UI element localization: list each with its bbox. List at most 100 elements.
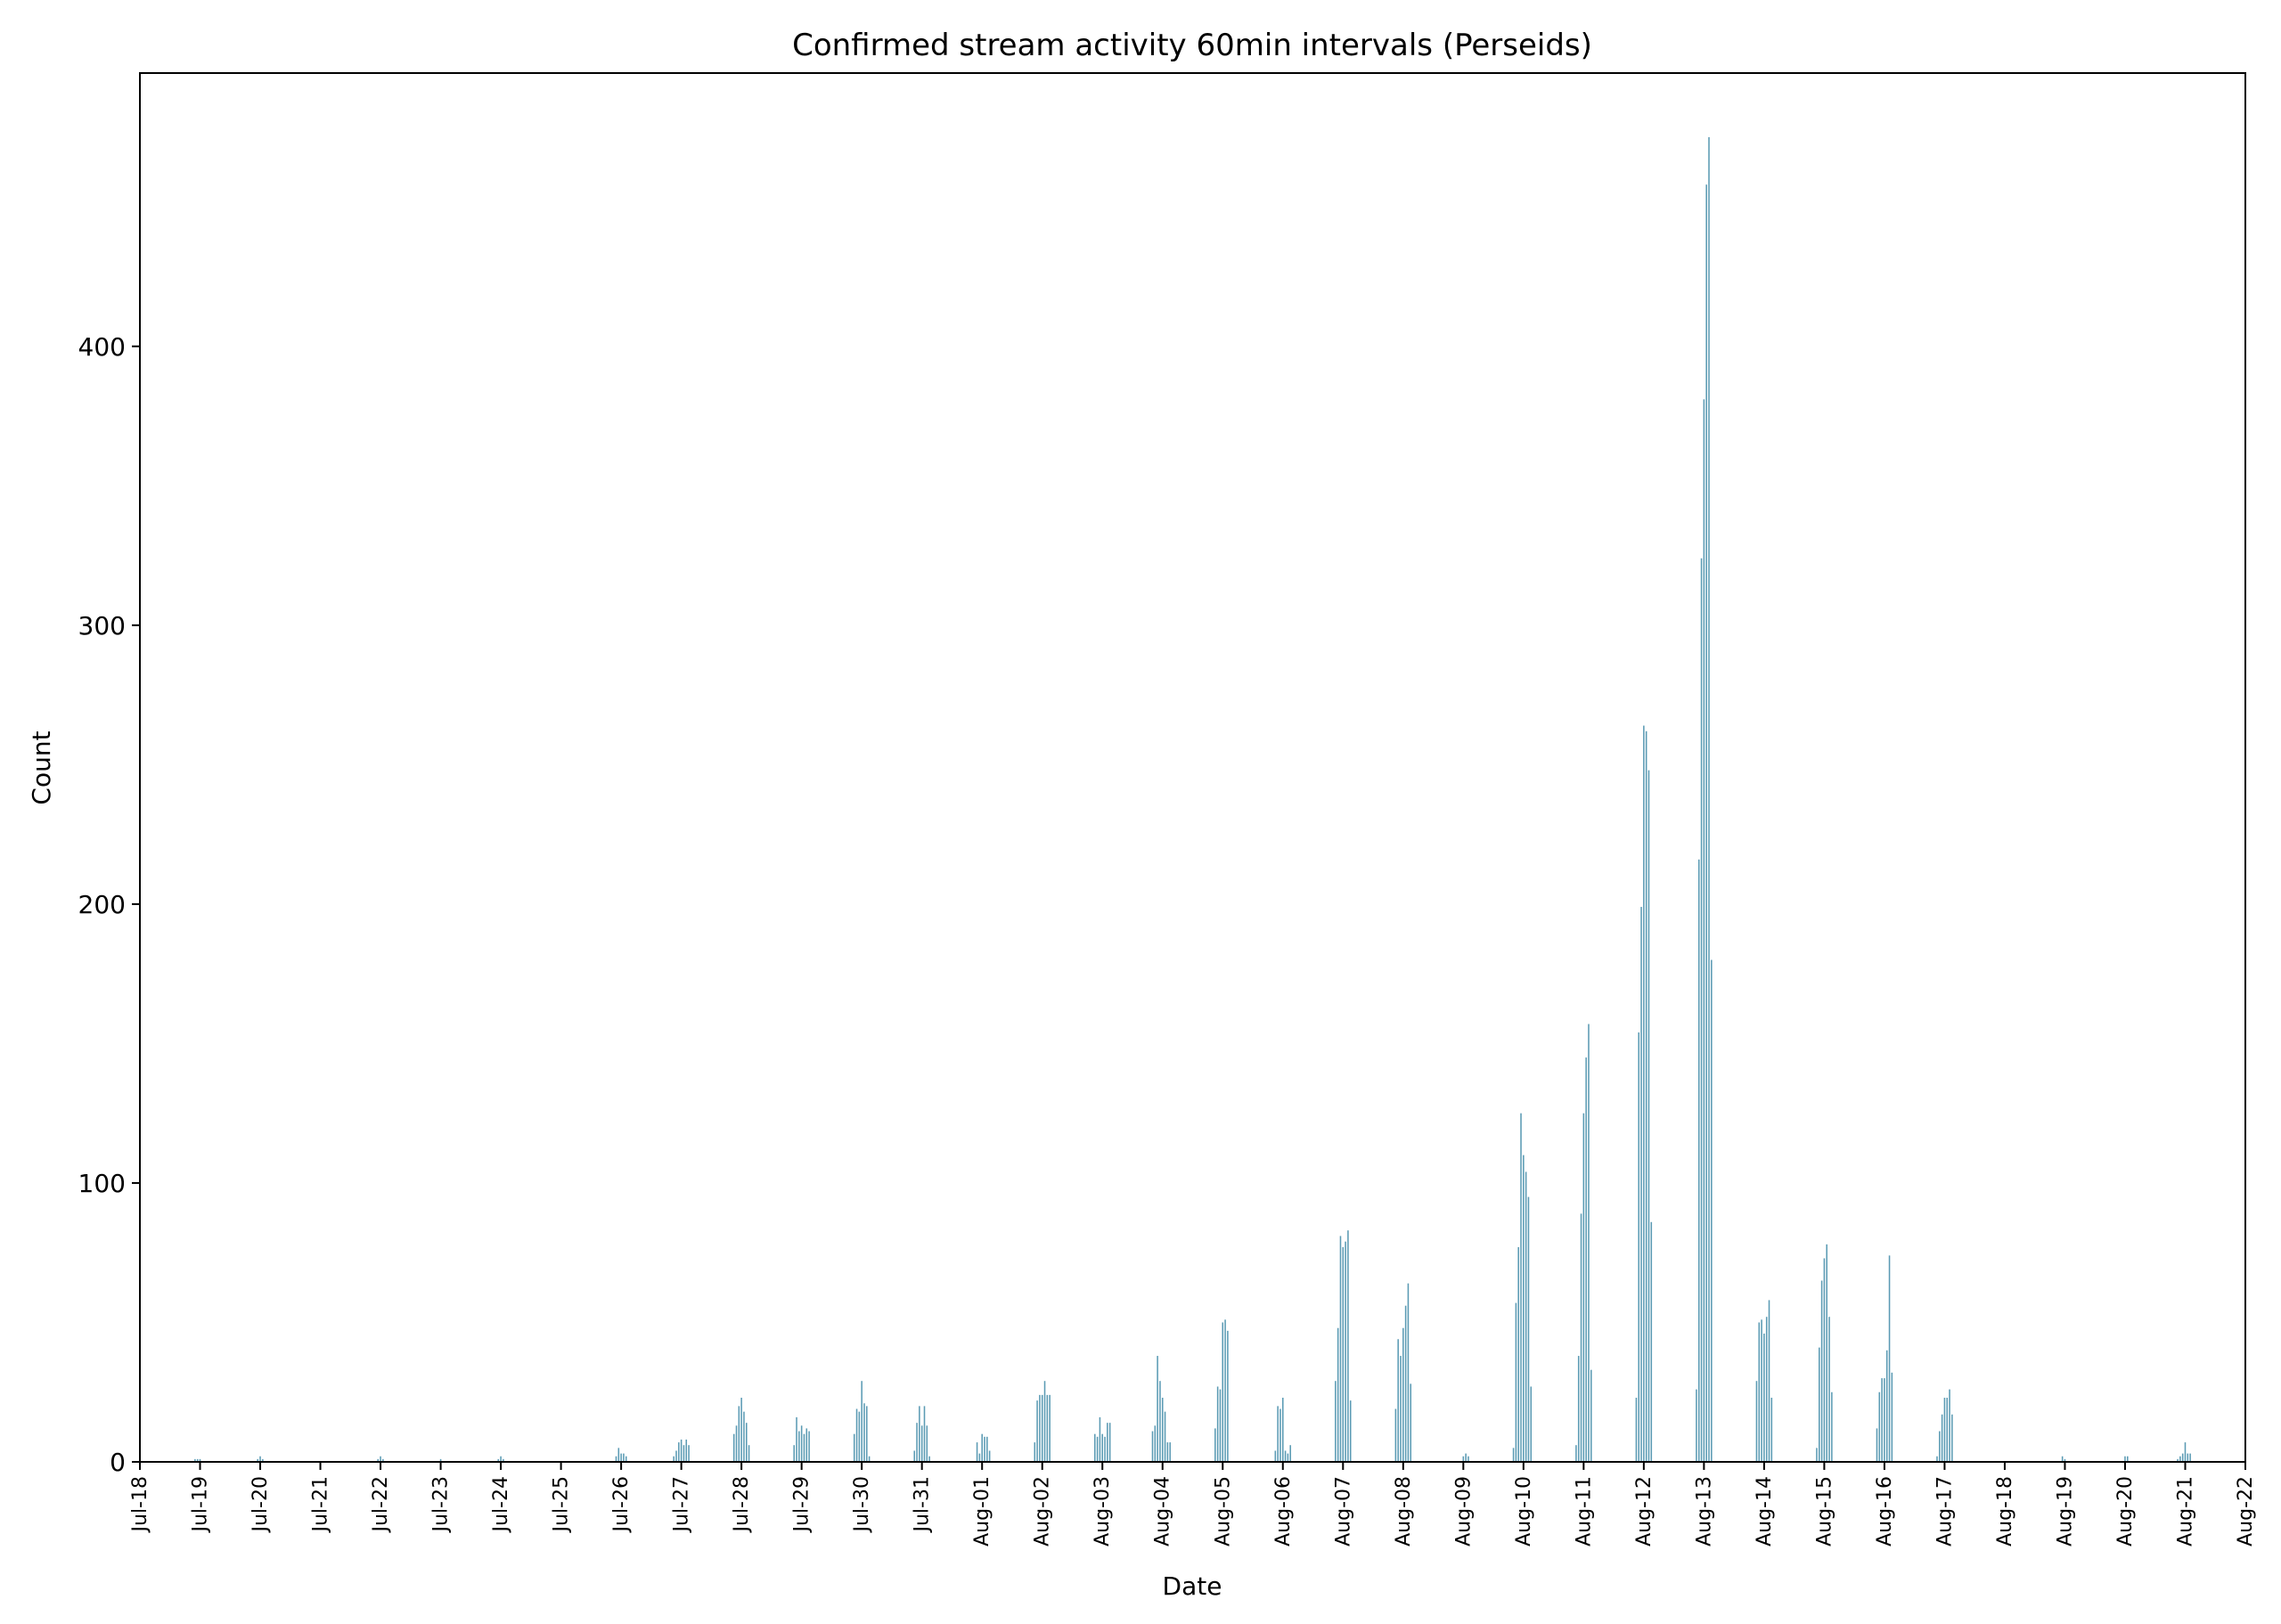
bar [1575, 1445, 1577, 1462]
x-tick-label: Aug-01 [971, 1476, 993, 1546]
bar [1823, 1258, 1826, 1462]
bar [976, 1442, 978, 1462]
x-tick-label: Aug-19 [2054, 1476, 2076, 1546]
bar [1582, 1113, 1585, 1462]
bar [866, 1406, 868, 1462]
bar [615, 1456, 617, 1462]
bar [685, 1439, 688, 1462]
bar [988, 1450, 991, 1462]
bar [380, 1456, 381, 1462]
bar [863, 1403, 865, 1462]
bar [673, 1456, 674, 1462]
bar [1342, 1246, 1345, 1462]
bar [675, 1450, 677, 1462]
bar [1645, 730, 1647, 1462]
bar [1036, 1400, 1038, 1462]
bar [1043, 1381, 1046, 1462]
bar [1337, 1327, 1339, 1462]
bar [1638, 1032, 1640, 1462]
bar [1697, 859, 1700, 1462]
x-axis: Jul-18 Jul-19 Jul-20 Jul-21 Jul-22 Jul-23 Jul-… [129, 1462, 2257, 1546]
bar [259, 1456, 261, 1462]
bar [1104, 1436, 1106, 1462]
bar [1404, 1305, 1407, 1462]
bar [1151, 1431, 1154, 1462]
bar [1039, 1394, 1041, 1462]
bar [1339, 1236, 1342, 1462]
x-tick-label: Aug-21 [2174, 1476, 2196, 1546]
bar [196, 1458, 199, 1462]
bar [1108, 1423, 1111, 1462]
bar [1520, 1113, 1522, 1462]
bar [1708, 137, 1710, 1462]
bar [1588, 1024, 1590, 1462]
bar [1949, 1389, 1950, 1462]
bar [1402, 1327, 1404, 1462]
bar [1284, 1450, 1287, 1462]
bar [916, 1423, 918, 1462]
x-tick-label: Jul-18 [129, 1476, 151, 1533]
bar [1224, 1319, 1226, 1462]
x-tick-label: Aug-13 [1693, 1476, 1715, 1546]
bar [2184, 1442, 2187, 1462]
bar [503, 1458, 504, 1462]
bar [1577, 1356, 1580, 1462]
bar [1936, 1456, 1938, 1462]
bar [1711, 959, 1713, 1462]
x-tick-label: Jul-28 [731, 1476, 753, 1533]
bar [2127, 1456, 2129, 1462]
bar [978, 1453, 981, 1462]
bar [1523, 1155, 1525, 1462]
bar [1410, 1383, 1412, 1462]
y-axis-title: Count [27, 730, 56, 804]
bar [1517, 1246, 1519, 1462]
bar [735, 1425, 738, 1462]
bar [926, 1425, 928, 1462]
x-tick-label: Jul-27 [671, 1476, 693, 1533]
x-tick-label: Jul-29 [791, 1476, 813, 1533]
bar [2189, 1453, 2191, 1462]
bar [1943, 1398, 1946, 1462]
bar [732, 1433, 735, 1462]
bar [262, 1458, 264, 1462]
bar [920, 1425, 923, 1462]
bar [1349, 1400, 1352, 1462]
bar [1816, 1448, 1818, 1462]
bar [740, 1398, 742, 1462]
bar [1700, 558, 1703, 1462]
bar [1099, 1416, 1101, 1462]
bar [800, 1425, 803, 1462]
x-tick-label: Aug-18 [1994, 1476, 2016, 1546]
y-axis: 0 100 200 300 400 [78, 332, 140, 1477]
bar [1049, 1394, 1051, 1462]
bar [1831, 1391, 1833, 1462]
bar [1046, 1394, 1049, 1462]
bar [1768, 1300, 1770, 1462]
bar [1468, 1456, 1469, 1462]
bar [984, 1436, 985, 1462]
bar [2124, 1456, 2126, 1462]
x-tick-label: Aug-16 [1874, 1476, 1896, 1546]
x-tick-label: Jul-23 [430, 1476, 453, 1533]
bar [1219, 1389, 1222, 1462]
bar [923, 1406, 926, 1462]
bar [1755, 1381, 1758, 1462]
bar [500, 1456, 502, 1462]
x-tick-label: Jul-30 [851, 1476, 873, 1533]
bar [913, 1450, 916, 1462]
bar [1216, 1386, 1219, 1462]
y-tick-label: 100 [78, 1169, 126, 1198]
bar [680, 1439, 683, 1462]
bar [1939, 1431, 1941, 1462]
bar [623, 1453, 625, 1462]
bar [1650, 1221, 1653, 1462]
bar [1287, 1453, 1289, 1462]
bar [1164, 1411, 1166, 1462]
bar [1166, 1442, 1169, 1462]
bar [1397, 1339, 1399, 1462]
bar [1222, 1322, 1224, 1462]
bar [743, 1411, 745, 1462]
x-tick-label: Aug-12 [1633, 1476, 1656, 1546]
